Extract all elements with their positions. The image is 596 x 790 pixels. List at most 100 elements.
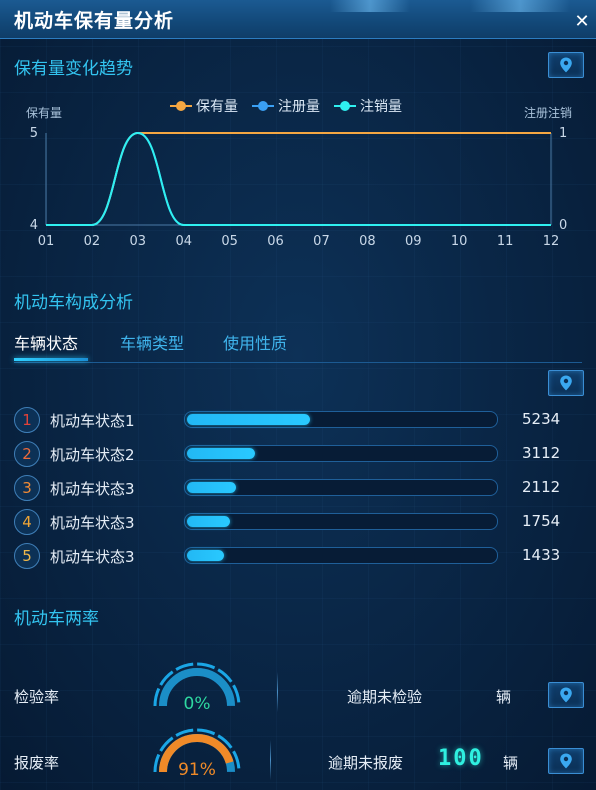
left-tick-label: 5: [30, 126, 38, 141]
rank-number: 4: [14, 509, 40, 535]
inspection-rate-label: 检验率: [14, 688, 60, 706]
x-tick-label: 06: [267, 234, 284, 249]
legend-swatch-icon: [334, 101, 356, 111]
divider: [277, 672, 278, 712]
divider: [270, 740, 271, 780]
rank-value: 1754: [522, 512, 561, 530]
tab-usage-nature[interactable]: 使用性质: [223, 334, 288, 353]
right-tick-label: 1: [559, 126, 567, 141]
list-item[interactable]: 2 机动车状态2 3112: [14, 440, 574, 468]
x-tick-label: 09: [405, 234, 422, 249]
rank-value: 1433: [522, 546, 561, 564]
progress-fill: [187, 414, 311, 425]
rates-section-title: 机动车两率: [14, 609, 99, 629]
legend-item-cancelled: 注销量: [334, 96, 402, 116]
left-tick-label: 4: [30, 218, 38, 233]
trend-section-title: 保有量变化趋势: [14, 59, 133, 79]
tab-vehicle-type[interactable]: 车辆类型: [120, 334, 185, 353]
legend-label: 注销量: [360, 99, 402, 115]
series-line-1: [45, 132, 551, 226]
locate-button-scrap[interactable]: [548, 748, 584, 774]
legend-item-holdings: 保有量: [170, 96, 238, 116]
close-icon[interactable]: ✕: [574, 11, 590, 32]
overdue-inspection-unit: 辆: [496, 688, 512, 706]
rank-value: 5234: [522, 410, 561, 428]
x-tick-label: 10: [451, 234, 468, 249]
gauge-outer-ring: [153, 662, 241, 707]
progress-fill: [187, 448, 255, 459]
progress-fill: [187, 482, 237, 493]
composition-section-title: 机动车构成分析: [14, 293, 133, 313]
progress-fill: [187, 550, 224, 561]
legend-swatch-icon: [252, 101, 274, 111]
window-titlebar: 机动车保有量分析 ✕: [0, 0, 596, 39]
progress-fill: [187, 516, 231, 527]
active-tab-indicator: [14, 358, 88, 361]
locate-button-trend[interactable]: [548, 52, 584, 78]
chart-legend: 保有量 注册量 注销量: [170, 96, 402, 116]
rank-number: 3: [14, 475, 40, 501]
right-tick-label: 0: [559, 218, 567, 233]
locate-button-inspection[interactable]: [548, 682, 584, 708]
progress-track: [184, 547, 498, 564]
legend-label: 保有量: [196, 99, 238, 115]
x-tick-label: 12: [543, 234, 560, 249]
series-line-2: [45, 131, 551, 226]
x-tick-label: 07: [313, 234, 330, 249]
rank-number: 5: [14, 543, 40, 569]
inspection-rate-gauge: [153, 662, 241, 707]
list-item[interactable]: 5 机动车状态3 1433: [14, 542, 574, 570]
map-pin-icon: [560, 753, 572, 769]
x-tick-label: 03: [130, 234, 147, 249]
overdue-inspection-label: 逾期未检验: [347, 688, 423, 706]
series-line-3: [45, 131, 551, 226]
scrap-rate-label: 报废率: [14, 754, 60, 772]
progress-track: [184, 445, 498, 462]
x-tick-label: 01: [38, 234, 55, 249]
gauge-base-fill: [159, 668, 235, 707]
rank-label: 机动车状态1: [50, 412, 135, 430]
rank-label: 机动车状态2: [50, 446, 135, 464]
rank-value: 2112: [522, 478, 561, 496]
progress-track: [184, 513, 498, 530]
x-tick-label: 05: [221, 234, 238, 249]
tab-vehicle-status[interactable]: 车辆状态: [14, 334, 79, 353]
rank-label: 机动车状态3: [50, 480, 135, 498]
left-axis-label: 保有量: [26, 106, 63, 120]
legend-label: 注册量: [278, 99, 320, 115]
x-tick-label: 02: [84, 234, 101, 249]
titlebar-decoration: [470, 0, 570, 12]
composition-tabs: 车辆状态 车辆类型 使用性质: [14, 326, 582, 363]
map-pin-icon: [560, 57, 572, 73]
map-pin-icon: [560, 687, 572, 703]
locate-button-composition[interactable]: [548, 370, 584, 396]
titlebar-decoration: [330, 0, 410, 12]
legend-swatch-icon: [170, 101, 192, 111]
progress-track: [184, 479, 498, 496]
overdue-scrap-label: 逾期未报废: [328, 754, 404, 772]
list-item[interactable]: 3 机动车状态3 2112: [14, 474, 574, 502]
rank-label: 机动车状态3: [50, 514, 135, 532]
legend-item-registered: 注册量: [252, 96, 320, 116]
gauge-outer-ring: [153, 728, 241, 773]
scrap-rate-value: 91%: [178, 760, 216, 780]
x-tick-label: 08: [359, 234, 376, 249]
rank-number: 2: [14, 441, 40, 467]
list-item[interactable]: 4 机动车状态3 1754: [14, 508, 574, 536]
overdue-scrap-unit: 辆: [503, 754, 519, 772]
list-item[interactable]: 1 机动车状态1 5234: [14, 406, 574, 434]
map-pin-icon: [560, 375, 572, 391]
right-axis-label: 注册注销: [524, 106, 573, 120]
rank-number: 1: [14, 407, 40, 433]
scrap-rate-gauge: [153, 728, 241, 773]
gauge-value-fill: [159, 734, 234, 773]
x-tick-label: 04: [175, 234, 192, 249]
inspection-rate-value: 0%: [183, 694, 211, 714]
rank-label: 机动车状态3: [50, 548, 135, 566]
rank-value: 3112: [522, 444, 561, 462]
overdue-scrap-count: 100: [438, 746, 484, 771]
x-tick-label: 11: [497, 234, 514, 249]
progress-track: [184, 411, 498, 428]
